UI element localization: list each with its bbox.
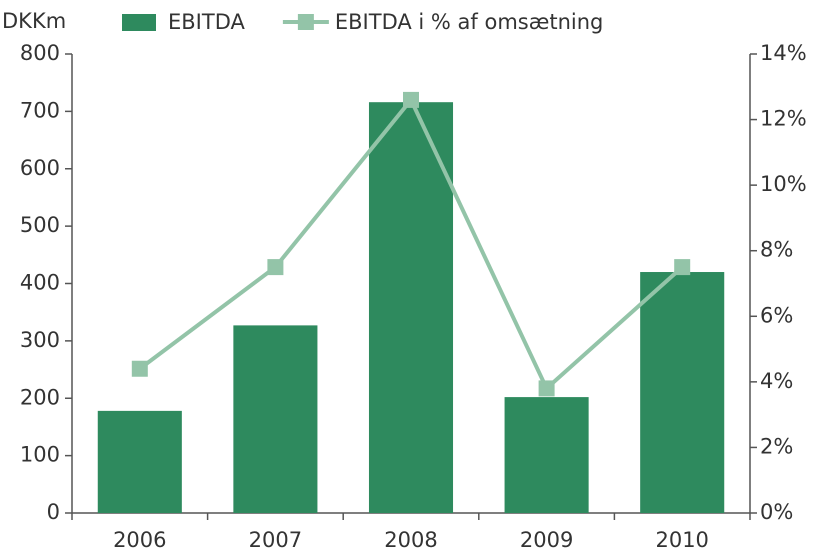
legend-label: EBITDA i % af omsætning — [335, 10, 604, 34]
y-axis-label: DKKm — [2, 9, 66, 33]
legend-swatch — [122, 14, 156, 31]
line-marker — [267, 259, 284, 276]
y-tick-label: 400 — [20, 271, 60, 295]
legend-label: EBITDA — [168, 10, 245, 34]
bar — [504, 397, 589, 513]
x-tick-label: 2008 — [384, 528, 437, 552]
y2-tick-label: 8% — [760, 238, 793, 262]
y-tick-label: 800 — [20, 41, 60, 65]
line-marker — [131, 360, 148, 377]
y-tick-label: 200 — [20, 385, 60, 409]
bar — [368, 102, 454, 513]
y-tick-label: 0 — [47, 500, 60, 524]
line-marker — [403, 91, 419, 108]
y2-tick-label: 4% — [760, 369, 793, 393]
y-tick-label: 600 — [20, 156, 60, 180]
y2-tick-label: 12% — [760, 107, 807, 131]
x-tick-label: 2006 — [113, 528, 166, 552]
y2-tick-label: 2% — [760, 434, 793, 458]
x-tick-label: 2007 — [249, 528, 302, 552]
x-tick-label: 2009 — [520, 528, 573, 552]
bar — [233, 325, 318, 513]
y2-tick-label: 0% — [760, 500, 793, 524]
y2-tick-label: 14% — [760, 41, 807, 65]
y-tick-label: 100 — [20, 443, 60, 467]
y2-tick-label: 6% — [760, 303, 793, 327]
y2-tick-label: 10% — [760, 172, 807, 196]
y-tick-label: 500 — [20, 213, 60, 237]
bar — [97, 410, 182, 513]
y-tick-label: 300 — [20, 328, 60, 352]
legend-swatch — [297, 14, 314, 30]
x-tick-label: 2010 — [655, 528, 708, 552]
line-marker — [674, 259, 691, 276]
y-tick-label: 700 — [20, 98, 60, 122]
line-marker — [538, 380, 555, 397]
bar — [640, 272, 725, 513]
